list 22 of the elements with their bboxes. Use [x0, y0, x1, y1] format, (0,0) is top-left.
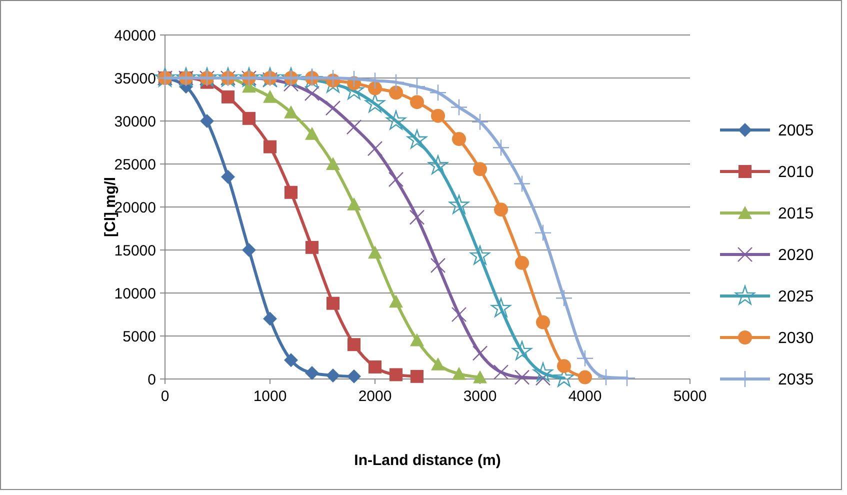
legend-label: 2030 — [778, 330, 814, 348]
y-tick-label: 5000 — [122, 328, 156, 346]
legend-label: 2015 — [778, 206, 814, 223]
legend-label: 2010 — [778, 164, 814, 182]
y-tick-label: 40000 — [114, 27, 156, 44]
legend-label: 2005 — [778, 122, 814, 140]
legend-label: 2025 — [778, 288, 814, 306]
legend-label: 2020 — [778, 247, 814, 264]
legend-label: 2035 — [778, 372, 814, 389]
x-tick-label: 5000 — [673, 388, 707, 405]
x-tick-label: 3000 — [463, 388, 497, 405]
y-tick-label: 35000 — [114, 70, 156, 88]
x-tick-label: 0 — [160, 388, 170, 405]
x-axis-title: In-Land distance (m) — [354, 452, 501, 469]
y-tick-label: 25000 — [114, 156, 156, 174]
x-tick-label: 1000 — [253, 388, 287, 405]
y-tick-label: 0 — [148, 371, 156, 388]
y-tick-label: 10000 — [114, 285, 156, 302]
y-tick-label: 15000 — [114, 242, 156, 260]
y-tick-label: 30000 — [114, 113, 156, 130]
x-tick-label: 2000 — [358, 388, 392, 405]
x-tick-label: 4000 — [568, 388, 602, 405]
